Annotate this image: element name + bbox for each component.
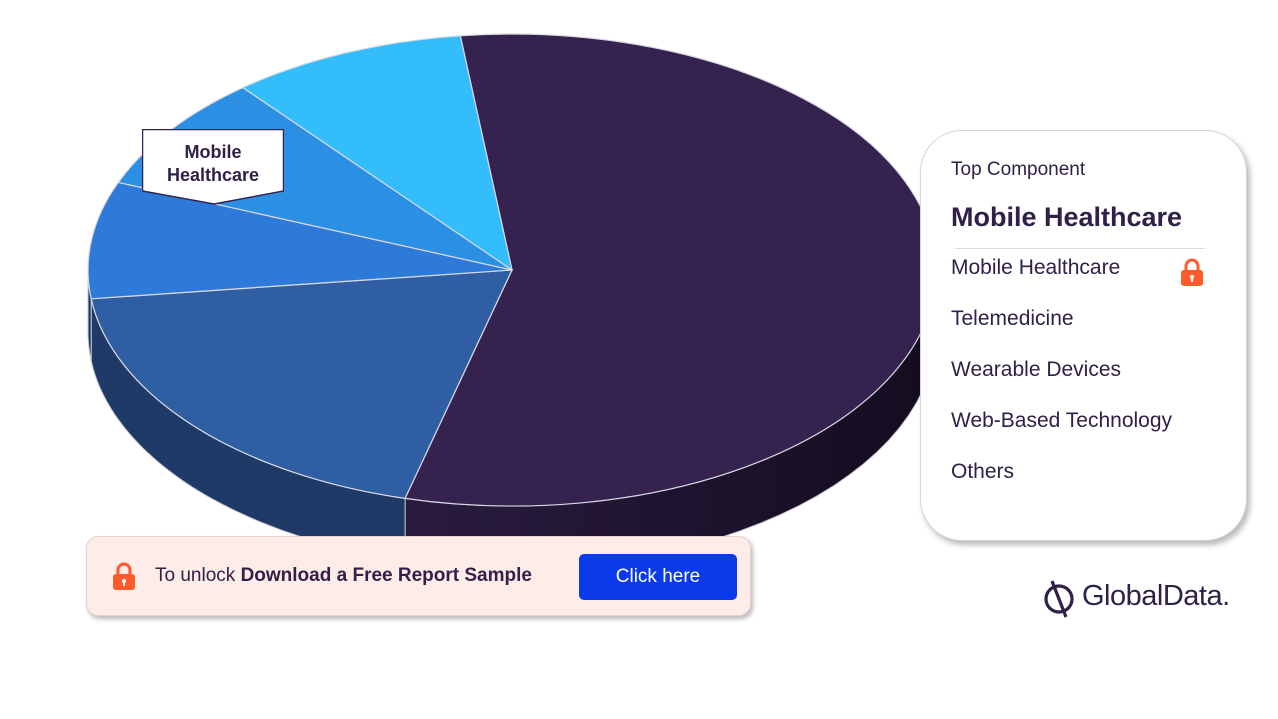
pie-callout: Mobile Healthcare [142,129,284,205]
legend-item[interactable]: Wearable Devices [951,358,1122,381]
unlock-text: To unlock Download a Free Report Sample [155,565,532,587]
legend-item[interactable]: Others [951,460,1015,483]
lock-icon[interactable] [1179,257,1205,287]
unlock-banner: To unlock Download a Free Report Sample … [86,536,751,616]
legend-item[interactable]: Web-Based Technology [951,409,1173,432]
lock-icon [113,562,135,590]
pie-slice-telemedicine[interactable] [90,269,513,500]
legend-item[interactable]: Mobile Healthcare [951,256,1121,279]
globaldata-logo-icon [1044,580,1074,618]
brand-name: GlobalData. [1082,580,1230,612]
legend-item[interactable]: Telemedicine [951,307,1074,330]
pie-slices [87,33,936,507]
legend-top-value: Mobile Healthcare [951,202,1183,232]
unlock-link-text: Download a Free Report Sample [240,565,532,586]
pie-slice-wearable-devices[interactable] [87,181,513,300]
pie-slice-others[interactable] [241,35,513,272]
legend-card: Top Component Mobile Healthcare Mobile H… [920,130,1247,541]
legend-subtitle: Top Component [951,159,1086,180]
pie-callout-label: Mobile Healthcare [166,142,260,185]
pie-slice-mobile-healthcare[interactable] [404,33,936,507]
unlock-prefix: To unlock [155,565,236,586]
click-here-button[interactable]: Click here [579,554,737,600]
legend-divider [955,248,1205,249]
